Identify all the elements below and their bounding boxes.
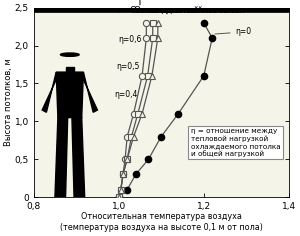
Text: Охлаждаемый потолок: Охлаждаемый потолок (134, 6, 244, 15)
Text: Охлаждаемый потолок: Охлаждаемый потолок (130, 6, 242, 15)
Text: η=0,5: η=0,5 (117, 62, 140, 71)
Polygon shape (55, 118, 68, 197)
Polygon shape (83, 72, 98, 112)
Y-axis label: Высота потолков, м: Высота потолков, м (4, 59, 13, 146)
Text: η = отношение между
тепловой нагрузкой
охлаждаемого потолка
и общей нагрузкой: η = отношение между тепловой нагрузкой о… (191, 128, 280, 157)
Polygon shape (42, 72, 56, 112)
Polygon shape (66, 67, 74, 72)
Text: η=0,6: η=0,6 (119, 35, 142, 44)
Circle shape (61, 53, 79, 56)
Text: η=0: η=0 (215, 27, 252, 36)
Text: η=0,4: η=0,4 (114, 90, 138, 99)
Polygon shape (56, 72, 83, 118)
Polygon shape (72, 118, 85, 197)
X-axis label: Относительная температура воздуха
(температура воздуха на высоте 0,1 м от пола): Относительная температура воздуха (темпе… (60, 212, 263, 232)
